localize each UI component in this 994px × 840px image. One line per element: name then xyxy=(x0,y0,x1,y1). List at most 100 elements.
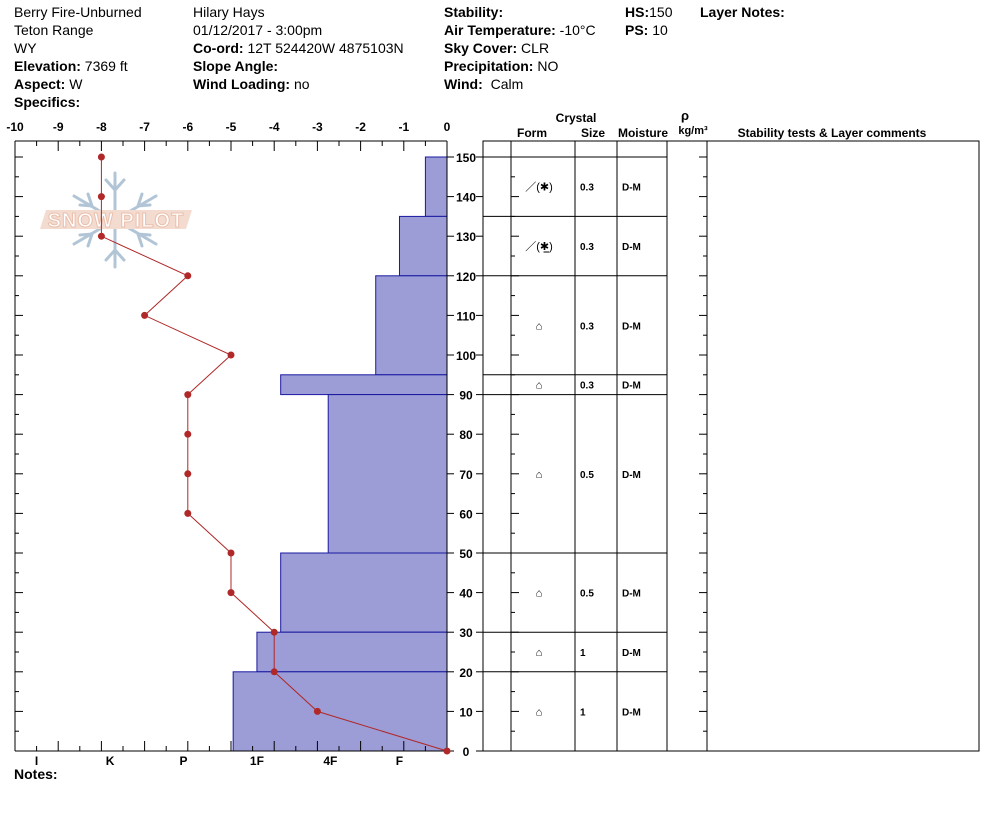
height-axis: 0 10 20 30 40 50 60 70 80 90 100 110 120 130 140 150 xyxy=(447,151,483,759)
layer-table: ／(✱) 0.3 D-M ／(✱̲) 0.3 D-M ⌂ 0.3 D-M ⌂ 0.3 D-M ⌂ 0.5 D… xyxy=(482,140,980,752)
wind-loading-value: no xyxy=(293,76,310,92)
snowpilot-logo: SNOW PILOT xyxy=(40,171,192,269)
hardness-label: F xyxy=(396,754,403,768)
hardness-bar xyxy=(424,156,448,217)
layer-form: ⌂ xyxy=(536,469,543,481)
specifics-row: Specifics: xyxy=(14,93,80,111)
temperature-point xyxy=(184,272,192,280)
elevation-label: Elevation: xyxy=(14,58,81,74)
table-border xyxy=(482,140,980,752)
hardness-label: K xyxy=(106,754,115,768)
notes-row: Notes: xyxy=(14,765,58,783)
temp-tick-label: -6 xyxy=(182,120,193,134)
layer-moisture: D-M xyxy=(622,470,641,481)
temperature-point xyxy=(184,430,192,438)
aspect-row: Aspect: W xyxy=(14,75,82,93)
sky-label: Sky Cover: xyxy=(444,40,518,56)
ps-value: 10 xyxy=(652,22,668,38)
hardness-bar xyxy=(280,374,448,396)
height-tick-label: 50 xyxy=(459,547,473,561)
layer-size: 0.3 xyxy=(580,381,594,392)
temp-tick-label: 0 xyxy=(444,120,451,134)
temp-tick-label: -8 xyxy=(96,120,107,134)
temperature-point xyxy=(184,391,192,399)
height-tick-label: 0 xyxy=(463,745,470,759)
moisture-header: Moisture xyxy=(618,126,668,140)
layer-notes-label: Layer Notes: xyxy=(700,4,785,20)
size-header: Size xyxy=(581,126,605,140)
temperature-point xyxy=(227,549,235,557)
temperature-point xyxy=(141,311,149,319)
height-tick-label: 100 xyxy=(456,349,476,363)
layer-size: 0.3 xyxy=(580,183,594,194)
temperature-point xyxy=(184,509,192,517)
observer-name: Hilary Hays xyxy=(193,4,265,20)
hs-row: HS:150 xyxy=(625,3,672,21)
layer-form: ⌂ xyxy=(536,647,543,659)
layer-size: 0.3 xyxy=(580,242,594,253)
hardness-label: 4F xyxy=(323,754,337,768)
hardness-profile xyxy=(232,156,448,752)
hardness-axis: I K P 1F 4F F xyxy=(35,754,403,768)
stability-row: Stability: xyxy=(444,3,503,21)
layer-form: ⌂ xyxy=(536,320,543,332)
height-tick-label: 110 xyxy=(456,309,476,323)
temp-tick-label: -3 xyxy=(312,120,323,134)
air-temp-value: -10°C xyxy=(559,22,596,38)
crystal-header: Crystal xyxy=(556,111,597,125)
wind-value: Calm xyxy=(490,76,524,92)
wind-loading-row: Wind Loading: no xyxy=(193,75,310,93)
hardness-label: 1F xyxy=(250,754,264,768)
location-name: Berry Fire-Unburned xyxy=(14,4,142,20)
height-tick-label: 90 xyxy=(459,389,473,403)
state-name: WY xyxy=(14,40,37,56)
layer-size: 1 xyxy=(580,648,586,659)
temperature-point xyxy=(270,628,278,636)
stability-label: Stability: xyxy=(444,4,504,20)
temp-tick-label: -9 xyxy=(53,120,64,134)
hardness-bar xyxy=(256,631,448,673)
layer-size: 0.5 xyxy=(580,589,594,600)
elevation-value: 7369 ft xyxy=(84,58,128,74)
temperature-axis: -10 -9 -8 -7 -6 -5 -4 -3 -2 -1 0 xyxy=(6,120,451,752)
temp-tick-label: -10 xyxy=(6,120,24,134)
layer-form: ⌂ xyxy=(536,588,543,600)
height-tick-label: 20 xyxy=(459,666,473,680)
height-tick-label: 150 xyxy=(456,151,476,165)
comments-header: Stability tests & Layer comments xyxy=(738,126,927,140)
height-tick-label: 40 xyxy=(459,587,473,601)
temperature-point xyxy=(97,193,105,201)
air-temp-label: Air Temperature: xyxy=(444,22,556,38)
temperature-point xyxy=(443,747,451,755)
precip-label: Precipitation: xyxy=(444,58,534,74)
temperature-point xyxy=(270,668,278,676)
coord-row: Co-ord: 12T 524420W 4875103N xyxy=(193,39,404,57)
temp-tick-label: -1 xyxy=(398,120,409,134)
rho-header: ρ xyxy=(681,108,689,123)
ps-label: PS: xyxy=(625,22,649,38)
temperature-profile xyxy=(97,153,451,755)
coord-value: 12T 524420W 4875103N xyxy=(247,40,404,56)
hardness-bar xyxy=(327,394,448,554)
layer-moisture: D-M xyxy=(622,589,641,600)
temp-tick-label: -5 xyxy=(226,120,237,134)
slope-row: Slope Angle: xyxy=(193,57,278,75)
layer-form: ⌂ xyxy=(536,706,543,718)
specifics-label: Specifics: xyxy=(14,94,81,110)
temperature-point xyxy=(184,470,192,478)
precip-value: NO xyxy=(537,58,559,74)
ps-row: PS: 10 xyxy=(625,21,668,39)
form-header: Form xyxy=(517,126,547,140)
layer-size: 0.5 xyxy=(580,470,594,481)
wind-loading-label: Wind Loading: xyxy=(193,76,291,92)
height-tick-label: 130 xyxy=(456,230,476,244)
temp-tick-label: -4 xyxy=(269,120,280,134)
slope-label: Slope Angle: xyxy=(193,58,279,74)
temperature-point xyxy=(97,153,105,161)
logo-banner xyxy=(40,210,192,229)
height-tick-label: 30 xyxy=(459,626,473,640)
temperature-point xyxy=(97,232,105,240)
layer-form: ／(✱) xyxy=(525,181,553,194)
layer-size: 1 xyxy=(580,707,586,718)
